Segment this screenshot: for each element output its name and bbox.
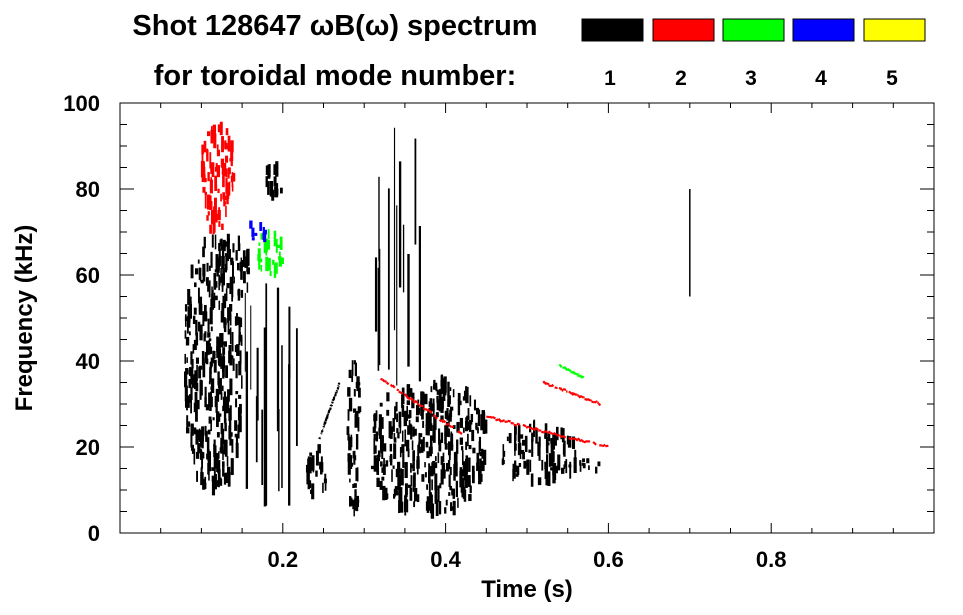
mode-1-feature-6: [346, 360, 362, 517]
y-tick-label: 40: [76, 349, 100, 374]
mode-2-feature-15: [542, 380, 602, 407]
mode-1-feature-0: [184, 234, 243, 496]
legend: 1 2 3 4 5: [581, 18, 926, 90]
y-tick-label: 20: [76, 435, 100, 460]
x-tick-label: 0.2: [268, 547, 299, 572]
mode-2-feature-14: [486, 415, 609, 448]
x-tick-label: 0.4: [430, 547, 461, 572]
x-axis-label: Time (s): [481, 576, 573, 603]
chart-title-line1: Shot 128647 ωB(ω) spectrum: [132, 10, 537, 42]
mode-4-feature-18: [249, 220, 267, 243]
legend-swatch-4: [792, 18, 855, 42]
y-tick-label: 60: [76, 263, 100, 288]
legend-swatch-1: [581, 18, 644, 42]
mode-2-feature-13: [380, 377, 463, 435]
legend-label-4: 4: [815, 67, 827, 90]
legend-label-5: 5: [886, 67, 898, 90]
mode-2-feature-12: [200, 121, 236, 235]
legend-label-2: 2: [675, 67, 687, 90]
x-tick-label: 0.8: [756, 547, 787, 572]
mode-1-feature-1: [217, 233, 250, 302]
mode-1-feature-3: [265, 161, 283, 201]
y-tick-label: 0: [88, 521, 100, 546]
legend-swatch-5: [863, 18, 926, 42]
mode-1-feature-10: [579, 458, 601, 474]
legend-label-3: 3: [745, 67, 757, 90]
x-tick-label: 0.6: [593, 547, 624, 572]
legend-swatch-3: [722, 18, 785, 42]
legend-label-1: 1: [604, 67, 616, 90]
y-axis-label: Frequency (kHz): [11, 225, 38, 412]
mode-1-feature-2: [244, 283, 298, 507]
mode-1-feature-8: [374, 127, 421, 386]
mode-3-feature-17: [558, 363, 585, 379]
mode-1-feature-7: [370, 374, 488, 519]
y-tick-label: 100: [63, 91, 100, 116]
legend-swatch-2: [652, 18, 715, 42]
chart-title-line2: for toroidal mode number:: [154, 60, 517, 92]
plot-data: [184, 121, 691, 519]
mode-1-feature-4: [305, 444, 327, 500]
axis-ticks: 0.2 0.4 0.6 0.8 0 20 40 60 80 100: [63, 91, 934, 572]
mode-3-feature-16: [257, 229, 284, 278]
mode-1-feature-5: [318, 382, 341, 440]
y-tick-label: 80: [76, 177, 100, 202]
